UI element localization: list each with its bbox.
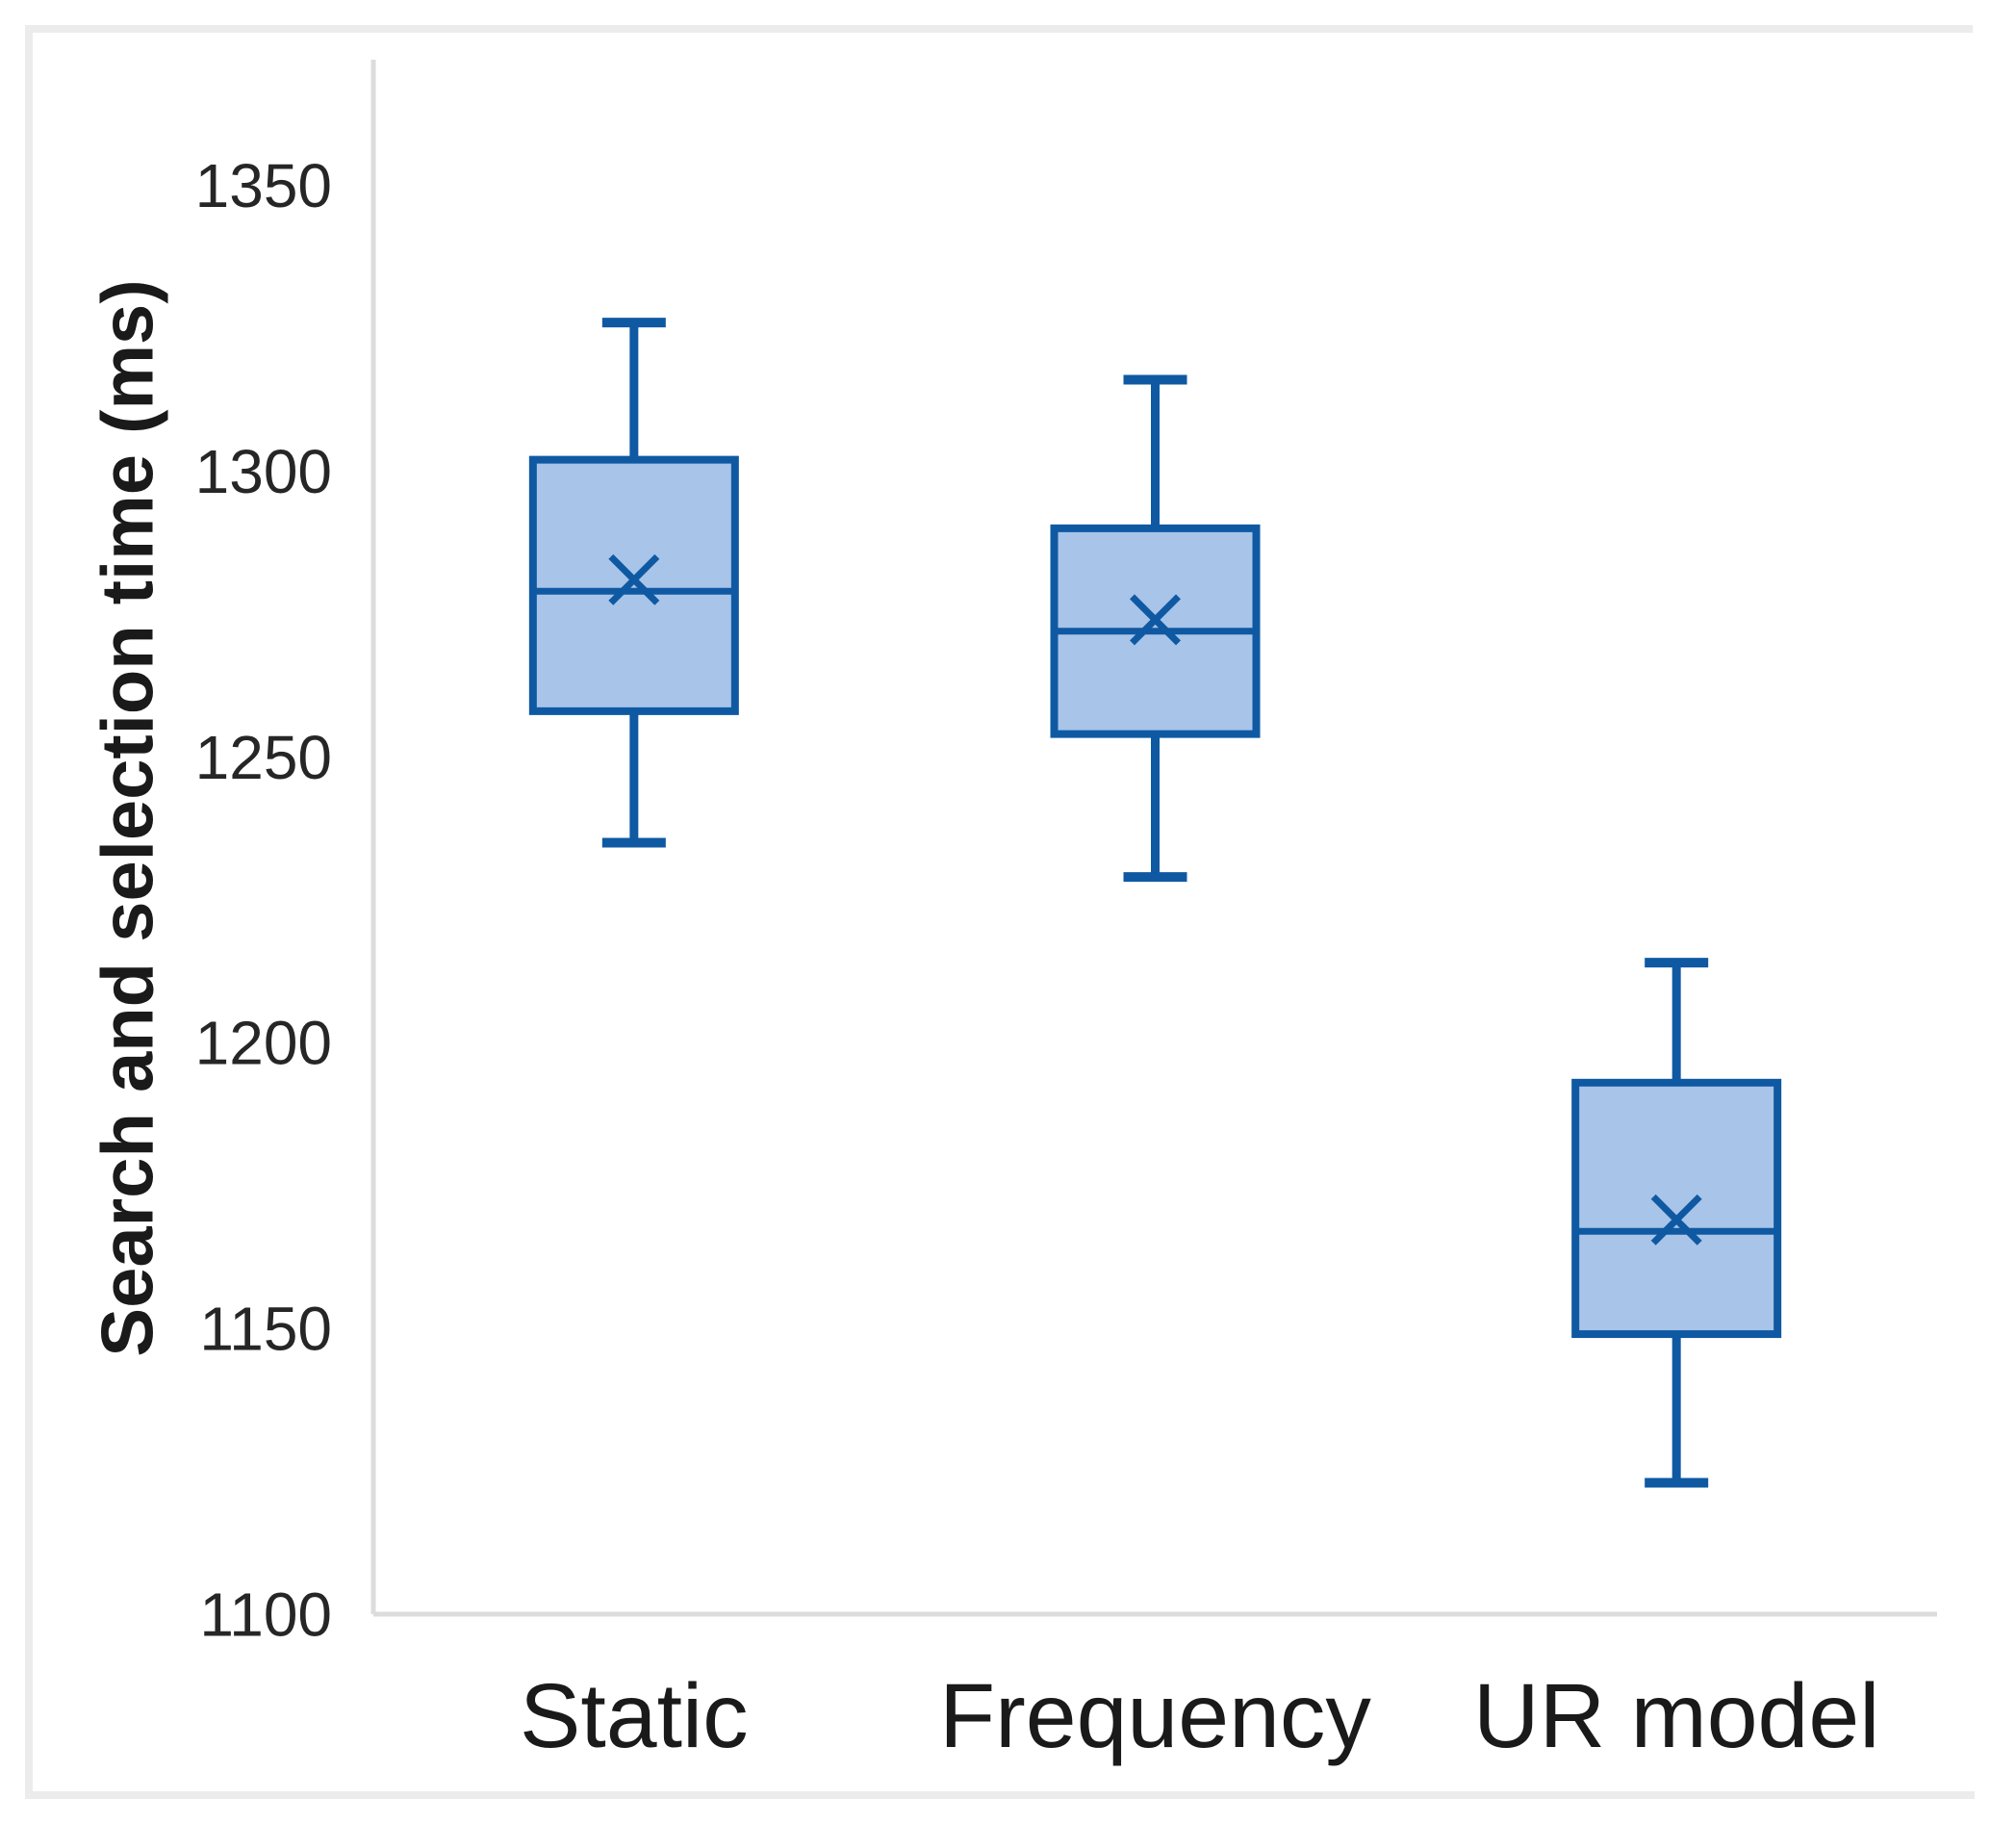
x-category-label-static: Static — [520, 1665, 749, 1767]
figure-frame — [25, 25, 1975, 1799]
y-tick-label: 1250 — [195, 723, 332, 792]
boxplot-frequency: Frequency — [939, 374, 1371, 1767]
x-category-label-frequency: Frequency — [939, 1665, 1371, 1767]
mean-x-marker — [1650, 1194, 1702, 1246]
boxplot-static: Static — [520, 318, 749, 1767]
y-axis-title: Search and selection time (ms) — [88, 279, 169, 1356]
x-category-label-ur-model: UR model — [1473, 1665, 1879, 1767]
iqr-box — [1571, 1078, 1782, 1339]
y-tick-label: 1100 — [199, 1580, 332, 1649]
y-tick-label: 1150 — [199, 1295, 332, 1364]
y-tick-label: 1350 — [195, 151, 332, 220]
boxplot-ur-model: UR model — [1473, 958, 1879, 1767]
y-tick-label: 1300 — [195, 437, 332, 506]
mean-x-marker — [608, 553, 660, 605]
iqr-box — [528, 455, 739, 715]
mean-x-marker — [1130, 594, 1181, 646]
y-tick-label: 1200 — [195, 1009, 332, 1078]
